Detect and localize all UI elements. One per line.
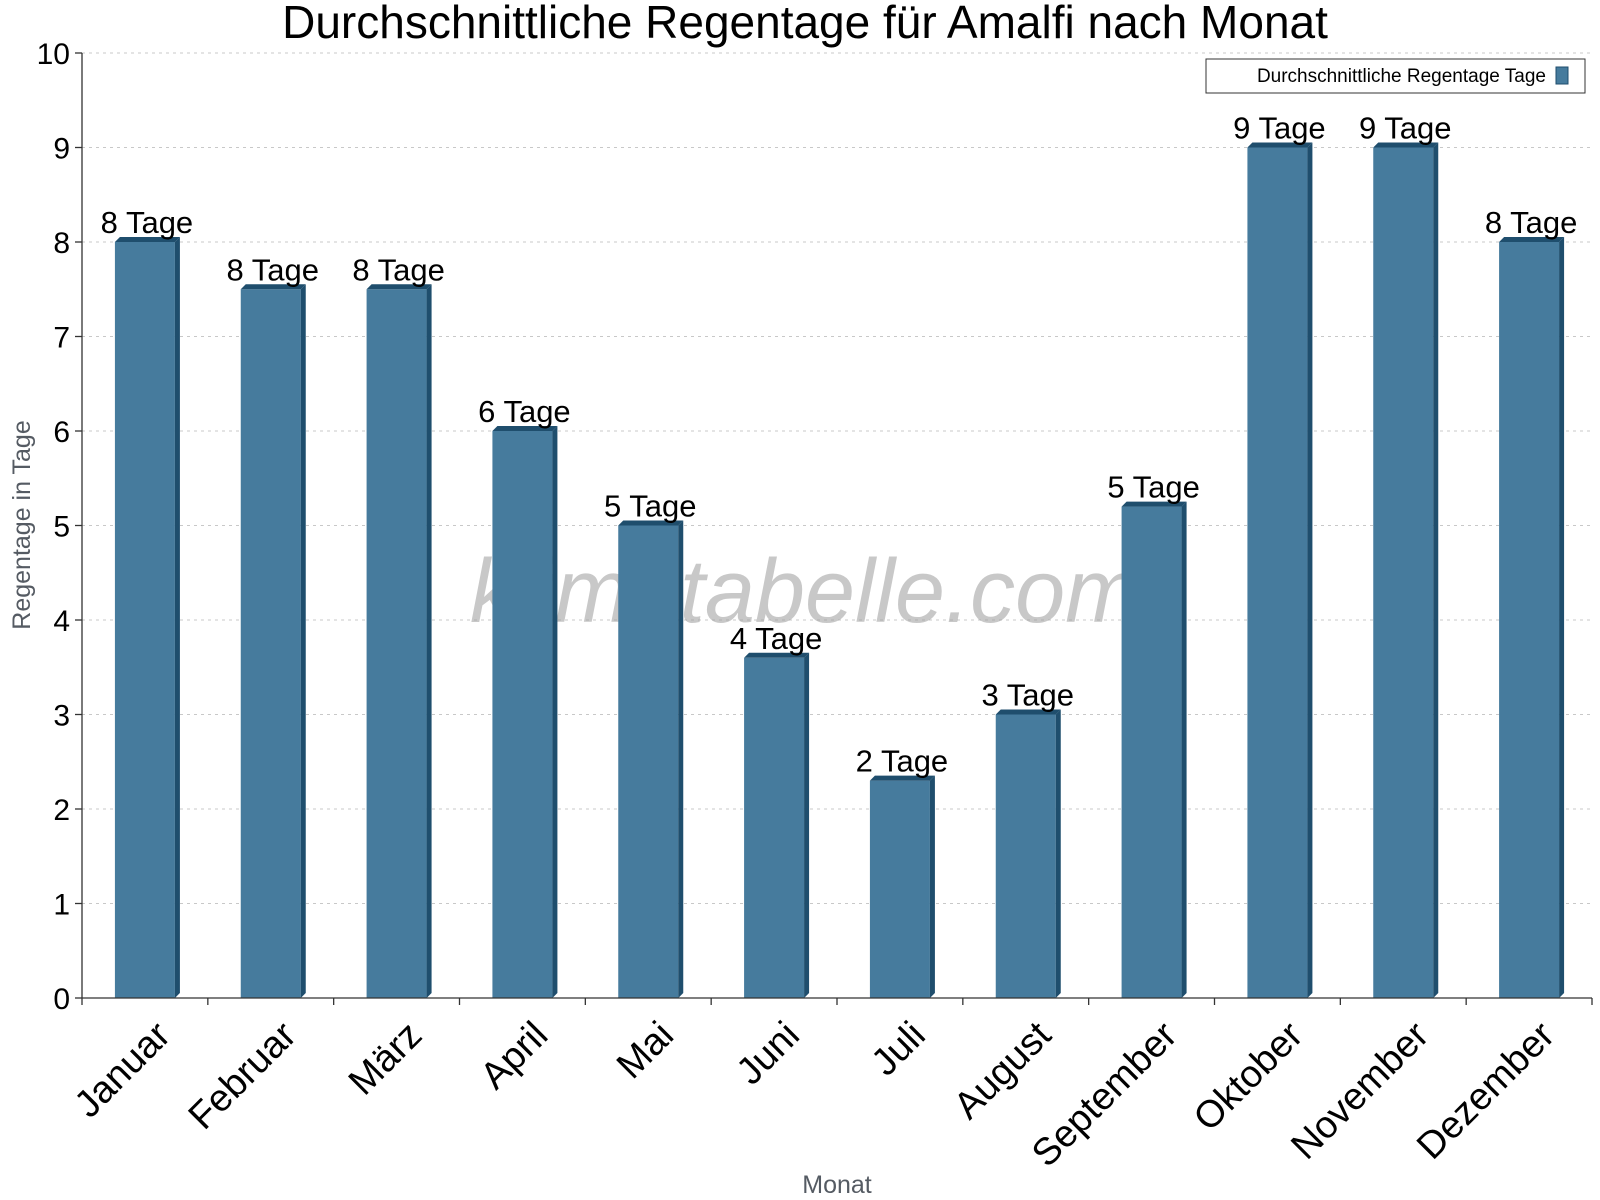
data-label: 2 Tage: [856, 744, 949, 779]
data-label: 4 Tage: [730, 621, 823, 656]
data-label: 8 Tage: [101, 205, 194, 240]
x-tick-label: Oktober: [1186, 1014, 1312, 1140]
x-tick-label: November: [1283, 1014, 1437, 1168]
watermark: klimatabelle.com: [470, 542, 1140, 642]
bar-top: [240, 284, 306, 290]
bar-side: [174, 237, 180, 998]
bar-side: [1055, 709, 1061, 998]
x-axis-title: Monat: [802, 1171, 872, 1199]
grid-lines: [82, 52, 1592, 904]
bar-top: [492, 426, 558, 431]
bar-top: [1499, 237, 1565, 242]
chart-title: Durchschnittliche Regentage für Amalfi n…: [282, 0, 1328, 48]
y-tick-label: 0: [53, 983, 70, 1016]
x-tick-label: April: [473, 1014, 556, 1097]
bar-side: [929, 775, 935, 998]
y-tick-label: 7: [53, 322, 70, 355]
bar-side: [552, 426, 558, 998]
bar-top: [869, 775, 935, 781]
bar-side: [804, 652, 810, 998]
legend-swatch: [1555, 66, 1569, 85]
data-label: 5 Tage: [1107, 470, 1200, 505]
x-tick-label: August: [946, 1014, 1060, 1128]
bar-side: [300, 284, 306, 998]
bar-side: [1433, 142, 1439, 998]
y-tick-label: 1: [53, 889, 70, 922]
x-tick-label: Mai: [609, 1014, 682, 1087]
data-label: 8 Tage: [226, 252, 319, 287]
bar-top: [618, 520, 684, 526]
bar: [1121, 506, 1182, 998]
bar-top: [1121, 501, 1187, 507]
bar-top: [995, 709, 1061, 715]
bar-top: [1373, 142, 1439, 148]
x-tick-label: Juli: [864, 1014, 934, 1084]
bar: [1247, 147, 1308, 998]
bar: [995, 714, 1056, 998]
data-label: 9 Tage: [1359, 111, 1452, 146]
y-axis-title: Regentage in Tage: [8, 420, 36, 629]
x-tick-label: Dezember: [1409, 1014, 1563, 1168]
y-tick-label: 4: [53, 605, 70, 638]
data-label: 9 Tage: [1233, 111, 1326, 146]
legend: Durchschnittliche Regentage Tage: [1205, 58, 1586, 94]
y-tick-label: 8: [53, 227, 70, 260]
bar: [1499, 242, 1560, 998]
y-tick-label: 3: [53, 700, 70, 733]
bar: [744, 657, 805, 998]
y-tick-label: 10: [37, 38, 70, 71]
bar-side: [426, 284, 432, 998]
bar: [366, 289, 427, 998]
x-tick-label: Juni: [729, 1014, 808, 1093]
bar: [1373, 147, 1434, 998]
bar: [240, 289, 301, 998]
data-label: 6 Tage: [478, 394, 571, 429]
data-label: 5 Tage: [604, 489, 697, 524]
data-label: 8 Tage: [1485, 205, 1578, 240]
data-label: 8 Tage: [352, 252, 445, 287]
x-tick-label: Januar: [67, 1014, 179, 1126]
bar-top: [114, 237, 180, 242]
bar-side: [678, 520, 684, 998]
bar-top: [1247, 142, 1313, 148]
bar-side: [1181, 501, 1187, 998]
bar: [618, 525, 679, 998]
bar-side: [1307, 142, 1313, 998]
bar: [114, 242, 175, 998]
x-tick-label: März: [341, 1014, 430, 1103]
y-tick-label: 6: [53, 416, 70, 449]
y-tick-label: 9: [53, 133, 70, 166]
bars: 8 Tage 8 Tage 8 Tage 6 Tage 5 Tage 4 Tage 2 Ta…: [101, 111, 1578, 998]
bar: [492, 431, 553, 998]
bar: [869, 780, 930, 998]
bar-top: [366, 284, 432, 290]
y-tick-label: 2: [53, 794, 70, 827]
data-label: 3 Tage: [981, 678, 1074, 713]
bar-side: [1559, 237, 1565, 998]
legend-box: [1205, 58, 1586, 94]
bar-top: [744, 652, 810, 658]
y-tick-label: 5: [53, 511, 70, 544]
legend-label: Durchschnittliche Regentage Tage: [1257, 66, 1546, 87]
x-tick-label: Februar: [181, 1014, 305, 1138]
